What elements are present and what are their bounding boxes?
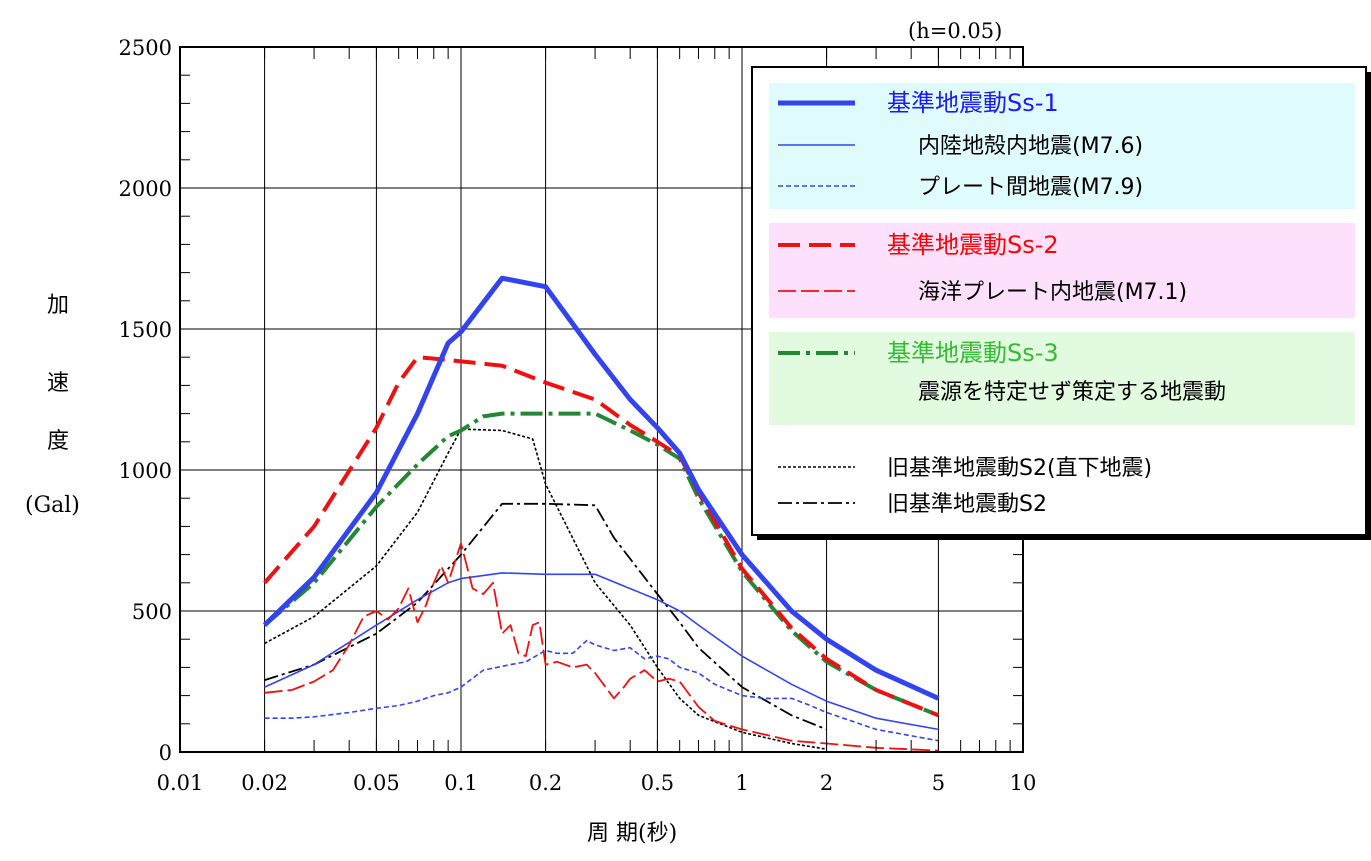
legend-label: 旧基準地震動S2 [887,492,1047,517]
x-axis-title: 周 期(秒) [587,821,677,846]
axis-labels: 0.01 0.02 0.05 0.1 0.2 0.5 1 2 5 10 0 500 1000 1500 20… [119,36,1037,795]
y-axis-title-char: 速 [47,371,69,396]
y-axis-title: 加 速 度 (Gal) [25,293,80,518]
x-tick-label: 0.01 [157,771,204,795]
series-line-inland [264,572,939,731]
series-line-interplate [264,639,939,742]
y-tick-label: 1500 [119,318,172,342]
y-tick-label: 500 [132,600,172,624]
legend-label: 震源を特定せず策定する地震動 [918,380,1226,405]
x-tick-label: 1 [735,771,748,795]
x-tick-label: 2 [820,771,833,795]
y-axis-title-char: 度 [47,429,69,454]
x-tick-label: 0.02 [241,771,288,795]
legend-label: 内陸地殻内地震(M7.6) [918,134,1143,159]
legend-group-bg [769,83,1355,209]
legend-label: 基準地震動Ss-2 [887,231,1059,259]
x-tick-label: 5 [932,771,945,795]
legend-group-bg [769,223,1355,318]
x-tick-label: 0.5 [641,771,674,795]
legend: 基準地震動Ss-1 内陸地殻内地震(M7.6) プレート間地震(M7.9) 基準地震動… [751,66,1371,540]
legend-label: プレート間地震(M7.9) [918,175,1143,200]
y-axis-unit: (Gal) [25,493,80,518]
y-axis-title-char: 加 [47,293,69,318]
series-line-old_direct [264,428,827,750]
legend-label: 旧基準地震動S2(直下地震) [887,456,1152,481]
y-tick-label: 2000 [119,177,172,201]
x-tick-label: 10 [1010,771,1037,795]
series-line-ss2 [263,355,940,718]
x-tick-label: 0.05 [353,771,400,795]
series-line-old_s2 [264,502,827,731]
x-tick-label: 0.2 [529,771,562,795]
damping-annotation: (h=0.05) [908,19,1002,43]
legend-label: 基準地震動Ss-1 [887,89,1059,117]
y-tick-label: 2500 [119,36,172,60]
y-tick-label: 0 [159,741,172,765]
data-series [262,275,940,752]
x-tick-label: 0.1 [444,771,477,795]
legend-group-bg [769,332,1355,425]
series-line-intraslab [264,542,939,752]
legend-label: 海洋プレート内地震(M7.1) [918,280,1187,305]
y-tick-label: 1000 [119,459,172,483]
series-line-ss1 [262,275,940,701]
legend-label: 基準地震動Ss-3 [887,339,1059,367]
